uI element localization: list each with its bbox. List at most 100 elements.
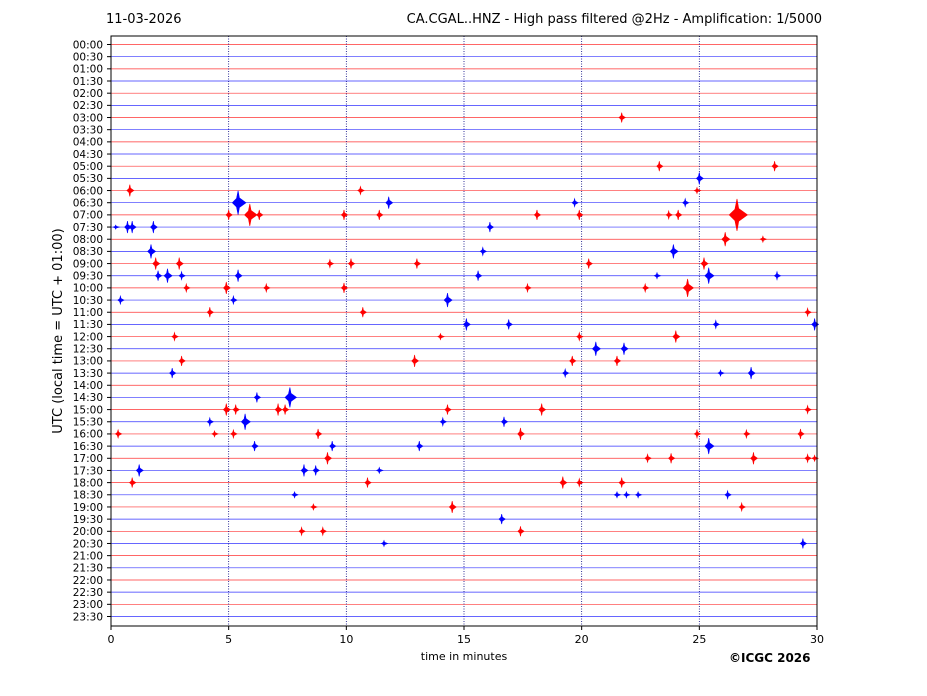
- event-mark: [315, 428, 323, 439]
- event-mark: [750, 452, 758, 465]
- event-mark: [135, 464, 144, 477]
- event-mark: [312, 465, 320, 476]
- x-tick-label: 30: [810, 633, 824, 646]
- event-mark: [340, 282, 349, 293]
- event-mark: [413, 258, 422, 269]
- y-tick-label: 08:30: [73, 246, 103, 258]
- event-mark: [462, 318, 471, 331]
- event-mark: [244, 203, 258, 226]
- y-tick-label: 06:30: [73, 198, 103, 210]
- y-tick-label: 07:30: [73, 222, 103, 234]
- event-mark: [256, 209, 264, 220]
- copyright-label: ©ICGC 2026: [729, 651, 811, 665]
- event-mark: [114, 428, 123, 440]
- y-tick-label: 10:00: [73, 283, 103, 295]
- event-mark: [347, 258, 356, 269]
- event-mark: [728, 198, 749, 231]
- event-mark: [112, 224, 121, 230]
- event-mark: [416, 441, 424, 452]
- event-mark: [576, 477, 584, 488]
- event-mark: [591, 341, 601, 356]
- event-mark: [799, 538, 808, 549]
- event-mark: [634, 490, 643, 499]
- event-mark: [479, 246, 488, 257]
- event-mark: [232, 404, 240, 415]
- event-mark: [618, 112, 626, 123]
- event-mark: [700, 257, 709, 270]
- event-mark: [129, 477, 137, 488]
- chart-title: CA.CGAL..HNZ - High pass filtered @2Hz -…: [406, 12, 822, 27]
- y-tick-label: 22:00: [73, 575, 103, 587]
- event-mark: [665, 209, 673, 221]
- event-mark: [576, 331, 584, 342]
- event-mark: [364, 477, 372, 488]
- event-mark: [517, 526, 525, 537]
- event-mark: [175, 257, 184, 270]
- x-tick-label: 0: [108, 633, 115, 646]
- event-mark: [380, 539, 389, 548]
- event-mark: [559, 476, 568, 489]
- event-mark: [569, 355, 577, 366]
- event-mark: [517, 427, 525, 440]
- event-mark: [222, 281, 231, 294]
- event-mark: [152, 257, 161, 270]
- event-mark: [126, 184, 135, 197]
- y-tick-label: 18:00: [73, 477, 103, 489]
- event-marks: [112, 112, 820, 549]
- x-tick-labels: 0 5 10 15 20 25 30: [108, 626, 824, 646]
- event-mark: [759, 235, 768, 244]
- event-mark: [253, 392, 262, 403]
- event-mark: [682, 278, 695, 297]
- event-mark: [533, 209, 542, 220]
- event-mark: [437, 332, 445, 341]
- event-mark: [804, 453, 812, 464]
- event-mark: [324, 452, 333, 465]
- event-mark: [771, 161, 779, 172]
- event-mark: [721, 232, 731, 247]
- event-mark: [704, 267, 715, 284]
- event-mark: [448, 500, 457, 514]
- y-tick-label: 16:00: [73, 429, 103, 441]
- event-mark: [623, 490, 631, 499]
- y-tick-label: 13:30: [73, 368, 103, 380]
- event-mark: [206, 307, 214, 318]
- event-mark: [375, 466, 384, 475]
- event-mark: [562, 367, 570, 379]
- event-mark: [747, 367, 756, 380]
- x-tick-label: 10: [339, 633, 353, 646]
- event-mark: [319, 526, 328, 537]
- y-tick-label: 05:30: [73, 173, 103, 185]
- event-mark: [724, 489, 732, 500]
- event-mark: [773, 270, 782, 281]
- event-mark: [675, 209, 683, 220]
- y-tick-label: 08:00: [73, 234, 103, 246]
- event-mark: [613, 355, 622, 366]
- event-mark: [230, 428, 238, 440]
- event-mark: [230, 294, 238, 306]
- event-mark: [240, 413, 251, 430]
- event-mark: [300, 464, 309, 477]
- event-mark: [411, 354, 420, 367]
- y-tick-label: 09:00: [73, 258, 103, 270]
- event-mark: [538, 403, 547, 416]
- y-tick-label: 01:00: [73, 64, 103, 76]
- date-label: 11-03-2026: [106, 12, 182, 27]
- event-mark: [498, 514, 506, 525]
- x-axis-label: time in minutes: [421, 650, 508, 663]
- y-tick-label: 22:30: [73, 587, 103, 599]
- event-mark: [585, 258, 593, 269]
- event-mark: [225, 209, 233, 220]
- event-mark: [357, 185, 365, 196]
- event-mark: [263, 282, 271, 294]
- x-tick-label: 15: [457, 633, 471, 646]
- event-mark: [475, 270, 483, 281]
- y-tick-label: 19:30: [73, 514, 103, 526]
- event-mark: [672, 330, 681, 343]
- y-tick-label: 05:00: [73, 161, 103, 173]
- event-mark: [385, 196, 394, 209]
- y-tick-label: 20:30: [73, 538, 103, 550]
- event-mark: [656, 161, 664, 172]
- y-tick-label: 23:00: [73, 599, 103, 611]
- y-tick-label: 04:30: [73, 149, 103, 161]
- y-tick-label: 21:30: [73, 563, 103, 575]
